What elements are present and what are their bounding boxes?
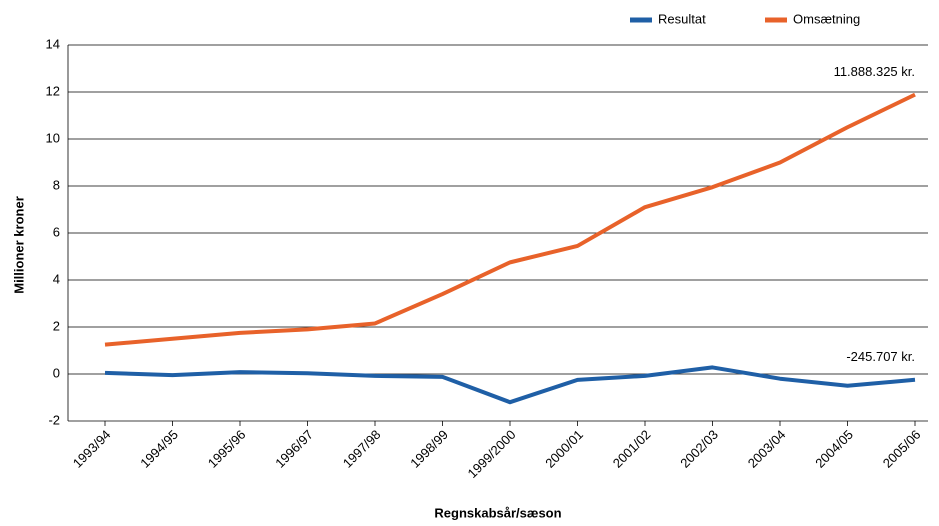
- y-tick-label: -2: [48, 412, 60, 427]
- y-tick-label: 6: [53, 224, 60, 239]
- x-tick-label: 1994/95: [137, 427, 181, 471]
- x-tick-label: 1999/2000: [464, 427, 518, 481]
- legend-label: Resultat: [658, 11, 706, 26]
- series-line: [104, 365, 916, 405]
- y-tick-label: 10: [46, 130, 60, 145]
- data-label: 11.888.325 kr.: [834, 64, 915, 79]
- x-tick-label: 1997/98: [340, 427, 384, 471]
- data-label: -245.707 kr.: [846, 349, 915, 364]
- y-axis-title: Millioner kroner: [11, 196, 26, 294]
- x-tick-label: 1996/97: [272, 427, 316, 471]
- series-line: [104, 92, 916, 347]
- x-axis-title: Regnskabsår/sæson: [434, 505, 561, 520]
- x-tick-label: 1993/94: [70, 427, 114, 471]
- x-tick-label: 2005/06: [880, 427, 924, 471]
- y-tick-label: 2: [53, 318, 60, 333]
- y-tick-label: 4: [53, 271, 60, 286]
- y-tick-label: 14: [46, 36, 60, 51]
- x-tick-label: 2001/02: [610, 427, 654, 471]
- x-tick-label: 2000/01: [542, 427, 586, 471]
- x-tick-label: 2003/04: [745, 427, 789, 471]
- x-tick-label: 1998/99: [407, 427, 451, 471]
- x-tick-label: 2004/05: [812, 427, 856, 471]
- legend-label: Omsætning: [793, 11, 860, 26]
- x-tick-label: 2002/03: [677, 427, 721, 471]
- x-tick-label: 1995/96: [205, 427, 249, 471]
- y-tick-label: 12: [46, 83, 60, 98]
- y-tick-label: 8: [53, 177, 60, 192]
- y-tick-label: 0: [53, 365, 60, 380]
